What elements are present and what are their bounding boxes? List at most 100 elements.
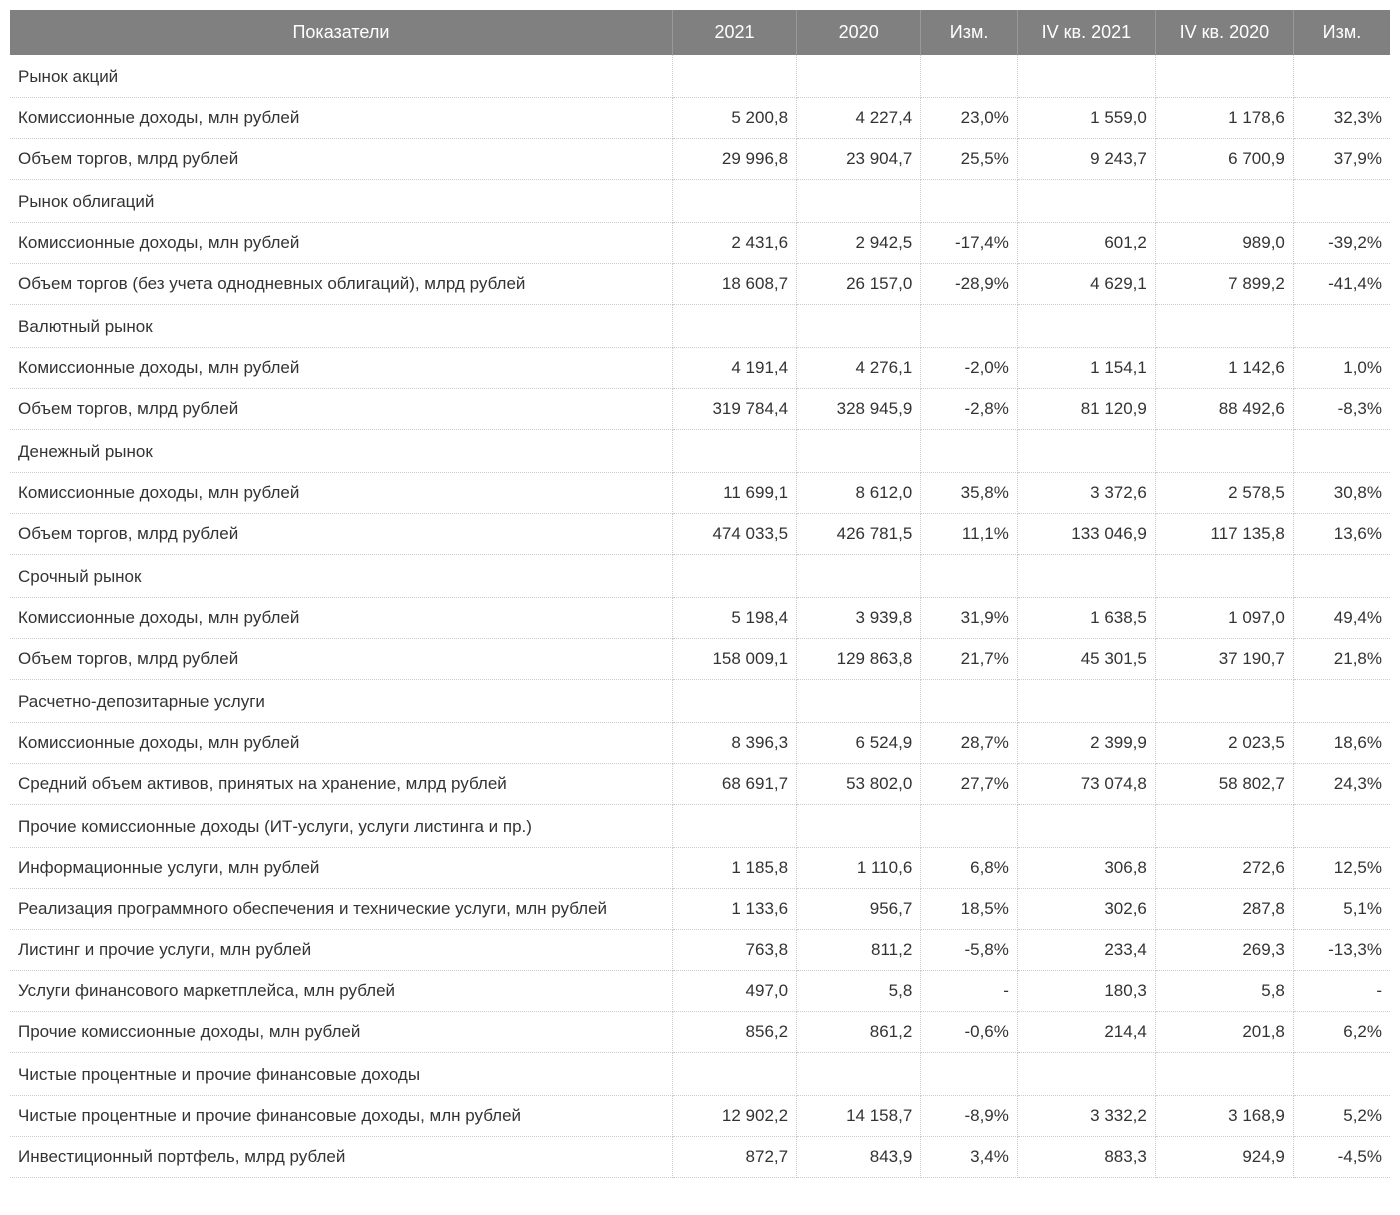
row-label: Комиссионные доходы, млн рублей	[10, 723, 672, 764]
col-header-q4-2020: IV кв. 2020	[1155, 10, 1293, 55]
row-value: 27,7%	[921, 764, 1018, 805]
row-value: 37 190,7	[1155, 639, 1293, 680]
empty-cell	[672, 680, 796, 723]
row-value: 4 227,4	[797, 98, 921, 139]
row-value: 45 301,5	[1017, 639, 1155, 680]
row-value: 129 863,8	[797, 639, 921, 680]
row-value: 23 904,7	[797, 139, 921, 180]
empty-cell	[1155, 55, 1293, 98]
row-value: -41,4%	[1293, 264, 1390, 305]
empty-cell	[797, 1053, 921, 1096]
col-header-2020: 2020	[797, 10, 921, 55]
row-value: 1 110,6	[797, 848, 921, 889]
empty-cell	[1293, 555, 1390, 598]
row-value: 58 802,7	[1155, 764, 1293, 805]
empty-cell	[1017, 1053, 1155, 1096]
row-label: Реализация программного обеспечения и те…	[10, 889, 672, 930]
row-value: 117 135,8	[1155, 514, 1293, 555]
row-value: -17,4%	[921, 223, 1018, 264]
row-value: 1 559,0	[1017, 98, 1155, 139]
row-value: 287,8	[1155, 889, 1293, 930]
row-value: 49,4%	[1293, 598, 1390, 639]
row-value: 2 942,5	[797, 223, 921, 264]
row-value: 158 009,1	[672, 639, 796, 680]
empty-cell	[921, 55, 1018, 98]
table-row: Информационные услуги, млн рублей1 185,8…	[10, 848, 1390, 889]
row-value: 73 074,8	[1017, 764, 1155, 805]
table-row: Комиссионные доходы, млн рублей8 396,36 …	[10, 723, 1390, 764]
empty-cell	[1155, 305, 1293, 348]
row-value: 31,9%	[921, 598, 1018, 639]
table-row: Объем торгов, млрд рублей319 784,4328 94…	[10, 389, 1390, 430]
row-label: Прочие комиссионные доходы, млн рублей	[10, 1012, 672, 1053]
row-label: Объем торгов (без учета однодневных обли…	[10, 264, 672, 305]
table-row: Комиссионные доходы, млн рублей2 431,62 …	[10, 223, 1390, 264]
row-value: 328 945,9	[797, 389, 921, 430]
empty-cell	[1017, 55, 1155, 98]
section-header-row: Прочие комиссионные доходы (ИТ-услуги, у…	[10, 805, 1390, 848]
row-value: 14 158,7	[797, 1096, 921, 1137]
row-value: 4 276,1	[797, 348, 921, 389]
empty-cell	[1155, 555, 1293, 598]
empty-cell	[672, 180, 796, 223]
row-value: -8,9%	[921, 1096, 1018, 1137]
row-label: Объем торгов, млрд рублей	[10, 639, 672, 680]
row-value: -5,8%	[921, 930, 1018, 971]
table-row: Услуги финансового маркетплейса, млн руб…	[10, 971, 1390, 1012]
empty-cell	[921, 430, 1018, 473]
section-header-row: Валютный рынок	[10, 305, 1390, 348]
row-value: -13,3%	[1293, 930, 1390, 971]
section-title: Рынок облигаций	[10, 180, 672, 223]
row-label: Комиссионные доходы, млн рублей	[10, 348, 672, 389]
row-value: 3 332,2	[1017, 1096, 1155, 1137]
empty-cell	[1017, 805, 1155, 848]
empty-cell	[921, 1053, 1018, 1096]
row-label: Комиссионные доходы, млн рублей	[10, 98, 672, 139]
row-label: Комиссионные доходы, млн рублей	[10, 473, 672, 514]
section-title: Валютный рынок	[10, 305, 672, 348]
row-value: 989,0	[1155, 223, 1293, 264]
section-header-row: Рынок облигаций	[10, 180, 1390, 223]
row-value: 2 431,6	[672, 223, 796, 264]
empty-cell	[1293, 805, 1390, 848]
row-value: 6 700,9	[1155, 139, 1293, 180]
row-value: 1 185,8	[672, 848, 796, 889]
empty-cell	[1293, 180, 1390, 223]
row-value: 30,8%	[1293, 473, 1390, 514]
row-value: -0,6%	[921, 1012, 1018, 1053]
empty-cell	[797, 680, 921, 723]
section-title: Рынок акций	[10, 55, 672, 98]
row-value: 763,8	[672, 930, 796, 971]
row-value: 5,1%	[1293, 889, 1390, 930]
empty-cell	[1017, 305, 1155, 348]
row-value: 4 629,1	[1017, 264, 1155, 305]
section-title: Срочный рынок	[10, 555, 672, 598]
row-value: 306,8	[1017, 848, 1155, 889]
row-value: 3 939,8	[797, 598, 921, 639]
row-value: 872,7	[672, 1137, 796, 1178]
col-header-change1: Изм.	[921, 10, 1018, 55]
empty-cell	[672, 55, 796, 98]
table-row: Листинг и прочие услуги, млн рублей763,8…	[10, 930, 1390, 971]
row-value: -4,5%	[1293, 1137, 1390, 1178]
row-value: 35,8%	[921, 473, 1018, 514]
row-value: 23,0%	[921, 98, 1018, 139]
row-value: -	[921, 971, 1018, 1012]
row-value: 302,6	[1017, 889, 1155, 930]
row-value: 1 142,6	[1155, 348, 1293, 389]
empty-cell	[672, 305, 796, 348]
row-value: 11,1%	[921, 514, 1018, 555]
row-value: 5,8	[1155, 971, 1293, 1012]
empty-cell	[1293, 55, 1390, 98]
row-value: 856,2	[672, 1012, 796, 1053]
row-value: 3 372,6	[1017, 473, 1155, 514]
row-value: 5,2%	[1293, 1096, 1390, 1137]
row-value: 6,8%	[921, 848, 1018, 889]
row-value: 26 157,0	[797, 264, 921, 305]
empty-cell	[921, 305, 1018, 348]
table-row: Чистые процентные и прочие финансовые до…	[10, 1096, 1390, 1137]
empty-cell	[1155, 430, 1293, 473]
row-value: 269,3	[1155, 930, 1293, 971]
row-value: 319 784,4	[672, 389, 796, 430]
empty-cell	[797, 805, 921, 848]
